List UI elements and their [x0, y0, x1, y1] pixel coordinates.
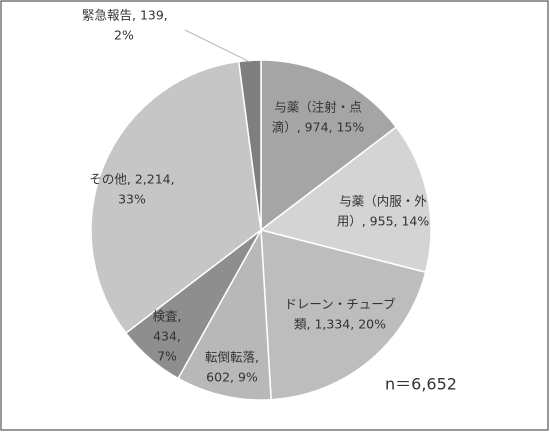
data-label: 7%	[157, 349, 177, 364]
data-label: 与薬（内服・外	[339, 194, 427, 209]
data-label: 434,	[153, 329, 181, 344]
pie-slice	[260, 59, 398, 232]
data-label: 2%	[114, 28, 134, 43]
data-label: 検査,	[153, 309, 182, 324]
data-label: 転倒転落,	[205, 350, 259, 365]
data-label: 類, 1,334, 20%	[294, 317, 386, 332]
data-label: その他, 2,214,	[89, 172, 174, 187]
data-label: ドレーン・チューブ	[284, 297, 396, 312]
annotation: n＝6,652	[385, 375, 457, 394]
pie-slice	[237, 59, 262, 231]
pie	[90, 59, 432, 401]
data-label: 602, 9%	[206, 370, 258, 385]
data-label: 用）, 955, 14%	[337, 214, 430, 229]
pie-slice	[260, 229, 427, 401]
data-label: 33%	[118, 192, 146, 207]
data-label: 緊急報告, 139,	[82, 8, 168, 23]
pie-slice	[177, 227, 272, 401]
leader-line	[184, 29, 251, 63]
pie-slice	[259, 125, 432, 274]
pie-slice	[90, 60, 262, 335]
data-label: 滴）, 974, 15%	[272, 120, 365, 135]
data-label: 与薬（注射・点	[274, 100, 362, 115]
